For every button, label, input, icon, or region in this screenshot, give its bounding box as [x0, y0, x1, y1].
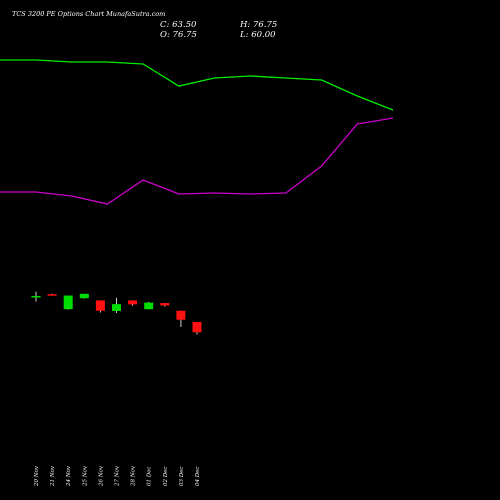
candle: [95, 300, 105, 313]
dates-layer: 20 Nov 21 Nov 24 Nov 25 Nov 26 Nov 27 Nov 28 N…: [34, 465, 201, 487]
candle: [63, 295, 73, 310]
date-label: 24 Nov: [66, 465, 72, 487]
band-line-2: [0, 117, 394, 205]
candle-body: [63, 295, 73, 310]
candle: [176, 310, 186, 328]
candle: [31, 291, 41, 302]
candle: [47, 293, 57, 296]
candle-body: [176, 310, 186, 320]
bands-layer: [0, 59, 394, 205]
date-label: 03 Dec: [179, 467, 185, 487]
date-label: 20 Nov: [34, 465, 40, 487]
close-value: C: 63.50: [160, 20, 197, 30]
candle-body: [112, 304, 121, 311]
candle: [112, 297, 121, 313]
date-label: 25 Nov: [82, 465, 88, 487]
date-label: 21 Nov: [50, 465, 56, 487]
candle-body: [47, 294, 57, 296]
candle: [128, 300, 138, 306]
candle-body: [95, 300, 105, 311]
candle-body: [192, 321, 202, 333]
candle-body: [128, 300, 138, 305]
candle-body: [31, 296, 41, 298]
candle: [160, 303, 170, 307]
low-value: L: 60.00: [240, 30, 276, 40]
candles-layer: [31, 291, 202, 335]
candle-body: [160, 303, 170, 306]
chart-title: TCS 3200 PE Options Chart MunafaSutra.co…: [12, 10, 166, 18]
band-line-1: [0, 59, 394, 111]
date-label: 04 Dec: [195, 467, 201, 487]
candle-body: [79, 293, 89, 299]
date-label: 01 Dec: [147, 467, 153, 487]
candle: [192, 321, 202, 335]
candle: [144, 301, 154, 310]
date-label: 26 Nov: [98, 465, 104, 487]
high-value: H: 76.75: [240, 20, 278, 30]
date-label: 27 Nov: [115, 465, 121, 487]
candle: [79, 293, 89, 299]
date-label: 02 Dec: [163, 467, 169, 487]
date-label: 28 Nov: [131, 465, 137, 487]
candle-body: [144, 302, 154, 310]
open-value: O: 76.75: [160, 30, 197, 40]
